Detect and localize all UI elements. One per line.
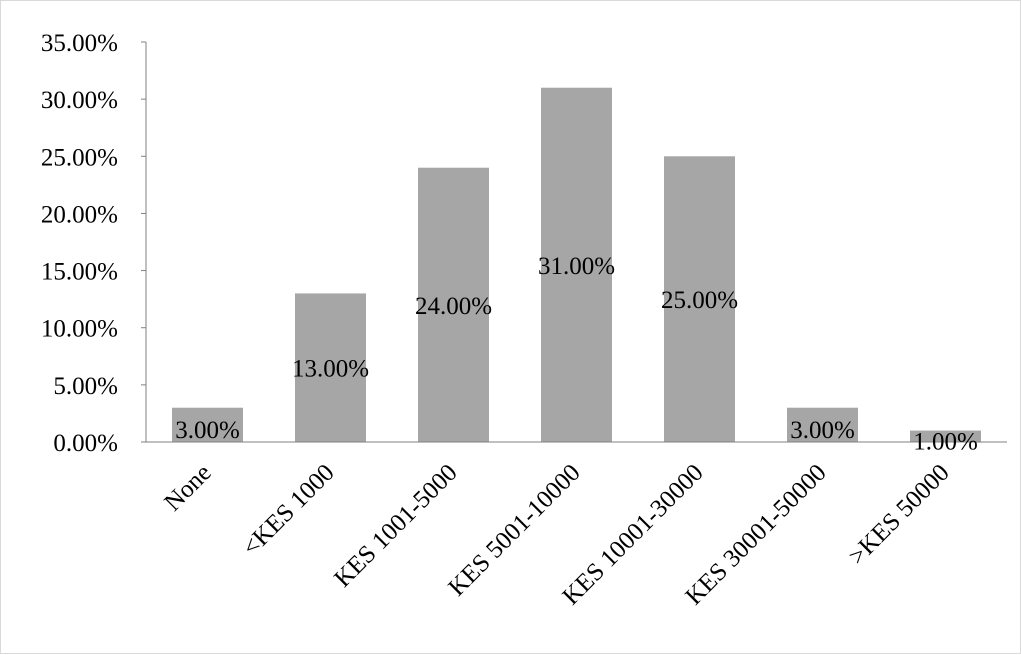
data-label: 13.00% bbox=[292, 356, 369, 383]
y-tick-label: 10.00% bbox=[41, 316, 118, 343]
bar bbox=[910, 430, 981, 442]
data-label: 24.00% bbox=[415, 293, 492, 320]
bars-layer bbox=[172, 87, 981, 443]
bar bbox=[418, 167, 489, 442]
x-category-label: <KES 1000 bbox=[238, 459, 340, 561]
data-label: 3.00% bbox=[175, 417, 240, 444]
bar bbox=[295, 293, 366, 442]
y-tick-label: 15.00% bbox=[41, 259, 118, 286]
x-category-label: KES 1001-5000 bbox=[329, 459, 463, 593]
data-label: 25.00% bbox=[661, 287, 738, 314]
y-tick-label: 35.00% bbox=[41, 30, 118, 57]
y-tick-label: 5.00% bbox=[53, 373, 118, 400]
bar bbox=[664, 156, 735, 443]
y-tick-label: 30.00% bbox=[41, 87, 118, 114]
data-label: 3.00% bbox=[790, 417, 855, 444]
x-category-label: None bbox=[159, 459, 216, 516]
labels-layer: 0.00% 5.00% 10.00% 15.00% 20.00% 25.00% 30.00%… bbox=[41, 30, 978, 610]
x-category-label: >KES 50000 bbox=[844, 459, 955, 570]
data-label: 1.00% bbox=[913, 428, 978, 455]
y-tick-label: 25.00% bbox=[41, 144, 118, 171]
y-tick-label: 0.00% bbox=[53, 430, 118, 457]
bar bbox=[172, 407, 243, 442]
y-tick-label: 20.00% bbox=[41, 201, 118, 228]
x-category-label: KES 5001-10000 bbox=[443, 459, 585, 601]
bar bbox=[541, 87, 612, 442]
bar bbox=[787, 407, 858, 442]
axes-layer bbox=[141, 41, 1007, 443]
data-label: 31.00% bbox=[538, 253, 615, 280]
